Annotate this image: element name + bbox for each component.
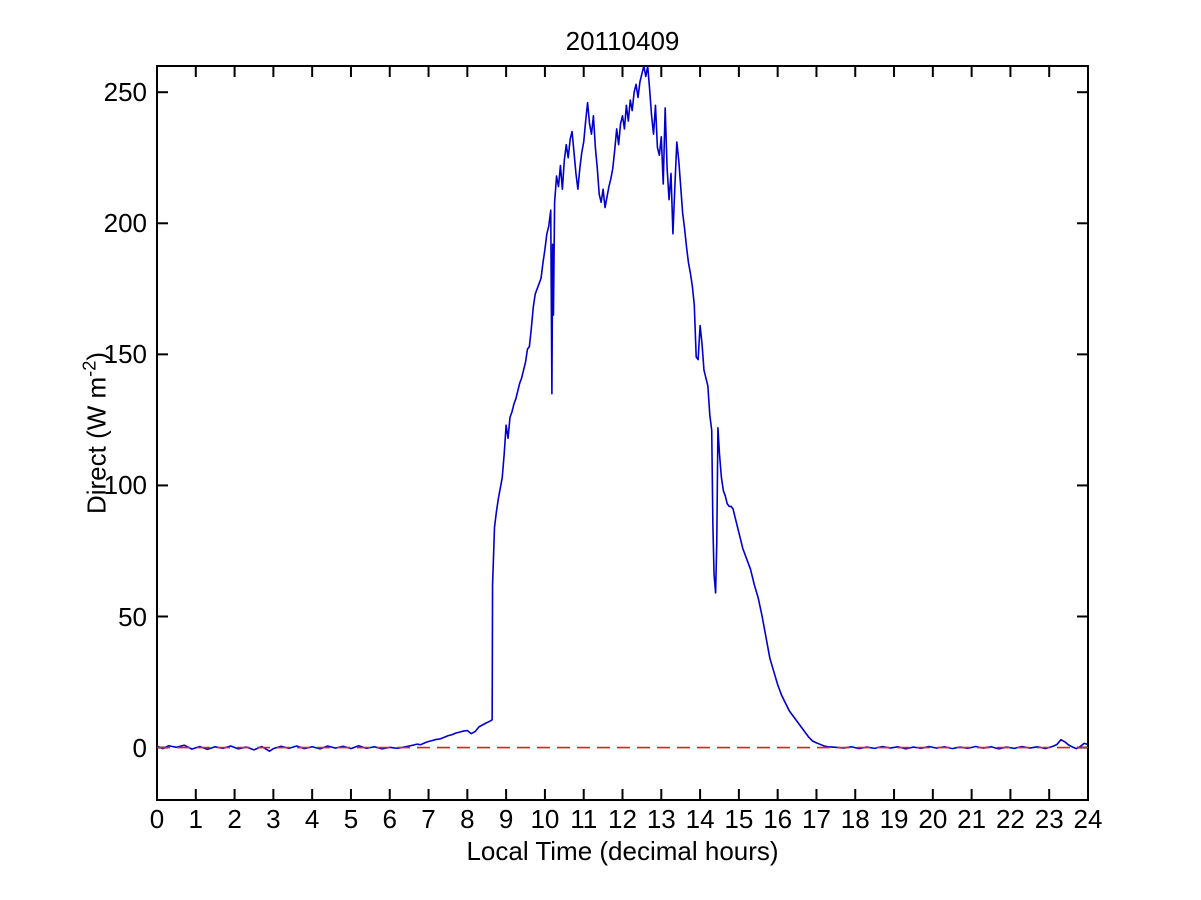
x-tick-label: 9 <box>498 804 514 834</box>
x-tick-label: 16 <box>763 804 793 834</box>
y-tick-label: 0 <box>132 732 147 763</box>
x-tick-label: 15 <box>724 804 754 834</box>
x-tick-label: 11 <box>570 804 598 834</box>
x-axis-label: Local Time (decimal hours) <box>466 836 779 866</box>
x-tick-label: 8 <box>460 804 475 834</box>
y-axis-label: Direct (W m-2) <box>79 351 113 515</box>
y-tick-label: 200 <box>103 208 147 239</box>
x-tick-label: 19 <box>879 804 909 834</box>
x-tick-label: 7 <box>421 804 436 834</box>
y-axis-label-text: Direct (W m <box>81 376 112 515</box>
chart-title: 20110409 <box>565 26 680 56</box>
x-tick-label: 1 <box>188 804 204 834</box>
x-tick-label: 20 <box>918 804 948 834</box>
y-tick-label: 250 <box>103 77 147 108</box>
x-tick-label: 13 <box>646 804 676 834</box>
y-tick-label: 50 <box>118 601 147 632</box>
x-tick-label: 10 <box>530 804 560 834</box>
y-tick-label: 150 <box>103 339 147 370</box>
y-axis-label-superscript: -2 <box>79 360 100 377</box>
y-tick-label: 100 <box>103 470 147 501</box>
y-axis-label-close: ) <box>81 351 112 361</box>
x-tick-label: 14 <box>685 804 715 834</box>
x-tick-label: 18 <box>840 804 870 834</box>
x-tick-label: 22 <box>995 804 1025 834</box>
direct-irradiance-line <box>156 65 1089 753</box>
x-tick-label: 4 <box>304 804 320 834</box>
x-tick-label: 17 <box>801 804 831 834</box>
axis-box <box>156 65 1089 801</box>
x-tick-label: 21 <box>957 804 987 834</box>
x-tick-label: 2 <box>227 804 242 834</box>
x-tick-label: 23 <box>1034 804 1064 834</box>
x-tick-label: 6 <box>382 804 397 834</box>
x-tick-label: 5 <box>343 804 359 834</box>
x-tick-label: 3 <box>266 804 281 834</box>
x-tick-label: 24 <box>1073 804 1103 834</box>
x-tick-label: 12 <box>608 804 637 834</box>
x-tick-label: 0 <box>149 804 165 834</box>
